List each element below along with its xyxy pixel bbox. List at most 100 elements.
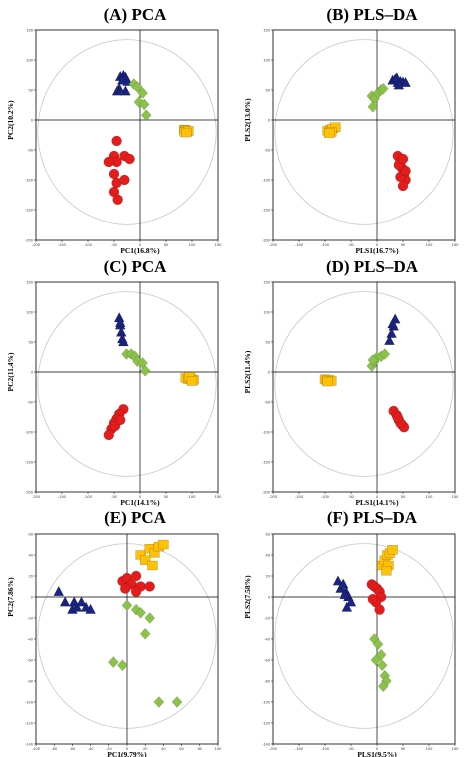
panel-e-circle-point (119, 583, 131, 594)
panel-f-circle-point (367, 593, 379, 605)
panel-e-triangle-point (59, 596, 71, 607)
panel-e-y-tick-label: -40 (27, 637, 34, 642)
panel-a-y-tick-label: 100 (26, 58, 33, 63)
panel-e-title: (E) PCA (104, 508, 166, 527)
panel-b-confidence-ellipse (274, 39, 454, 225)
panel-f-title: (F) PLS–DA (326, 508, 418, 527)
panel-c-y-tick-label: -100 (25, 430, 34, 435)
panel-c-y-tick-label: 0 (31, 370, 34, 375)
panel-b-x-tick-label: 50 (401, 242, 406, 247)
panel-a: (A) PCA -200 -150 -100 -50 0 50 100 150 150 100 50… (0, 0, 237, 255)
panel-e-diamond-point (144, 612, 156, 624)
panel-f-x-tick-label: 0 (376, 746, 379, 751)
panel-f-x-tick-label: -150 (295, 746, 304, 751)
panel-c-triangle-point (118, 336, 129, 347)
panel-d-y-tick-label: 100 (263, 310, 270, 315)
panel-b-diamond-point (367, 101, 379, 113)
panel-c-x-axis-label: PC1(14.1%) (120, 498, 160, 507)
panel-b-y-tick-label: -150 (262, 208, 271, 213)
panel-e-diamond-point (108, 656, 119, 668)
panel-d-x-tick-label: -200 (269, 494, 278, 499)
panel-d-x-tick-label: -50 (348, 494, 355, 499)
panel-f: (F) PLS–DA -200 -150 -100 -50 0 50 100 150 60 40 2… (237, 504, 474, 757)
panel-e-diamond-point (139, 627, 151, 640)
panel-d-triangle-point (387, 318, 398, 329)
panel-a-confidence-ellipse (37, 39, 217, 225)
panel-f-y-tick-label: -120 (262, 721, 271, 726)
panel-d-triangle-point (384, 334, 395, 346)
panel-e-y-tick-label: -140 (25, 742, 34, 747)
panel-f-y-tick-label: 60 (266, 532, 271, 537)
panel-b-plot: -200 -150 -100 -50 0 50 100 150 150 100 50 0 -50 -100… (243, 28, 459, 256)
panel-a-x-tick-label: -200 (32, 242, 41, 247)
panel-b-triangle-point (393, 79, 405, 90)
panel-d-confidence-ellipse (274, 291, 454, 477)
panel-e-x-tick-label: -80 (51, 746, 58, 751)
panel-f-y-tick-label: -80 (264, 679, 271, 684)
panel-d-diamond-point (379, 348, 391, 360)
panel-c-x-tick-label: 150 (215, 494, 222, 499)
panel-e-y-tick-label: -80 (27, 679, 34, 684)
panel-c-x-tick-label: -100 (84, 494, 93, 499)
panel-c: (C) PCA -200 -150 -100 -50 0 50 100 150 150 100 50… (0, 252, 237, 507)
panel-a-y-tick-label: -100 (25, 178, 34, 183)
panel-a-circle-point (103, 156, 115, 168)
panel-f-y-tick-label: -40 (264, 637, 271, 642)
panel-b-x-axis-label: PLS1(16.7%) (355, 246, 399, 255)
panel-d-x-tick-label: -150 (295, 494, 304, 499)
panel-e-square-point (158, 539, 169, 550)
panel-e-circle-point (144, 581, 155, 592)
panel-a-x-tick-label: -50 (111, 242, 118, 247)
panel-f-confidence-ellipse (274, 543, 454, 729)
panel-f-triangle-point (339, 588, 351, 600)
panel-e-y-tick-label: -20 (27, 616, 34, 621)
panel-b-x-tick-label: 0 (376, 242, 379, 247)
panel-b-x-tick-label: -200 (269, 242, 278, 247)
panel-c-triangle-point (114, 316, 126, 328)
panel-f-circle-point (374, 604, 385, 615)
panel-a-circle-point (108, 168, 120, 180)
panel-a-x-tick-label: 150 (215, 242, 222, 247)
panel-e-diamond-point (153, 696, 165, 708)
panel-f-y-tick-label: 0 (268, 595, 271, 600)
panel-c-confidence-ellipse (37, 291, 217, 477)
panel-a-y-tick-label: 50 (29, 88, 34, 93)
panel-e-triangle-point (76, 596, 87, 607)
panel-c-y-axis-label: PC2(11.4%) (6, 352, 15, 391)
panel-c-y-tick-label: -200 (25, 490, 34, 495)
panel-a-triangle-point (120, 85, 131, 96)
panel-e-triangle-point (71, 601, 83, 612)
panel-a-x-tick-label: 0 (139, 242, 142, 247)
panel-a-triangle-point (111, 85, 123, 96)
panel-e-x-tick-label: 80 (198, 746, 203, 751)
panel-e-x-tick-label: -40 (88, 746, 95, 751)
panel-f-triangle-point (332, 575, 344, 586)
panel-b-x-tick-label: -150 (295, 242, 304, 247)
panel-f-square-point (387, 545, 398, 555)
panel-a-square-point (181, 127, 192, 138)
panel-e-y-tick-label: -60 (27, 658, 34, 663)
panel-c-title: (C) PCA (103, 257, 167, 276)
panel-e-triangle-point (68, 596, 80, 607)
panel-d-x-tick-label: 50 (401, 494, 406, 499)
panel-f-diamond-point (372, 638, 384, 651)
panel-c-y-tick-label: 50 (29, 340, 34, 345)
panel-b-y-axis-label: PLS2(13.0%) (243, 98, 252, 142)
panel-a-y-axis-label: PC2(10.2%) (6, 100, 15, 140)
panel-e-circle-point (130, 570, 142, 582)
panel-f-x-tick-label: -200 (269, 746, 278, 751)
panel-f-x-tick-label: 150 (452, 746, 459, 751)
panel-d-x-tick-label: 0 (376, 494, 379, 499)
panel-b-y-tick-label: 50 (266, 88, 271, 93)
panel-e-y-tick-label: -100 (25, 700, 34, 705)
panel-d-y-axis-label: PLS2(11.4%) (243, 350, 252, 393)
panel-f-x-tick-label: -100 (321, 746, 330, 751)
panel-d-triangle-point (386, 327, 397, 338)
panel-f-triangle-point (341, 601, 353, 612)
panel-e-x-axis-label: PC1(9.79%) (107, 750, 147, 757)
panel-e-triangle-point (85, 603, 96, 614)
panel-d-plot: -200 -150 -100 -50 0 50 100 150 150 100 50 0 -50 -100… (243, 280, 459, 508)
panel-f-y-tick-label: -140 (262, 742, 271, 747)
panel-c-y-tick-label: 100 (26, 310, 33, 315)
panel-b-y-tick-label: -200 (262, 238, 271, 243)
